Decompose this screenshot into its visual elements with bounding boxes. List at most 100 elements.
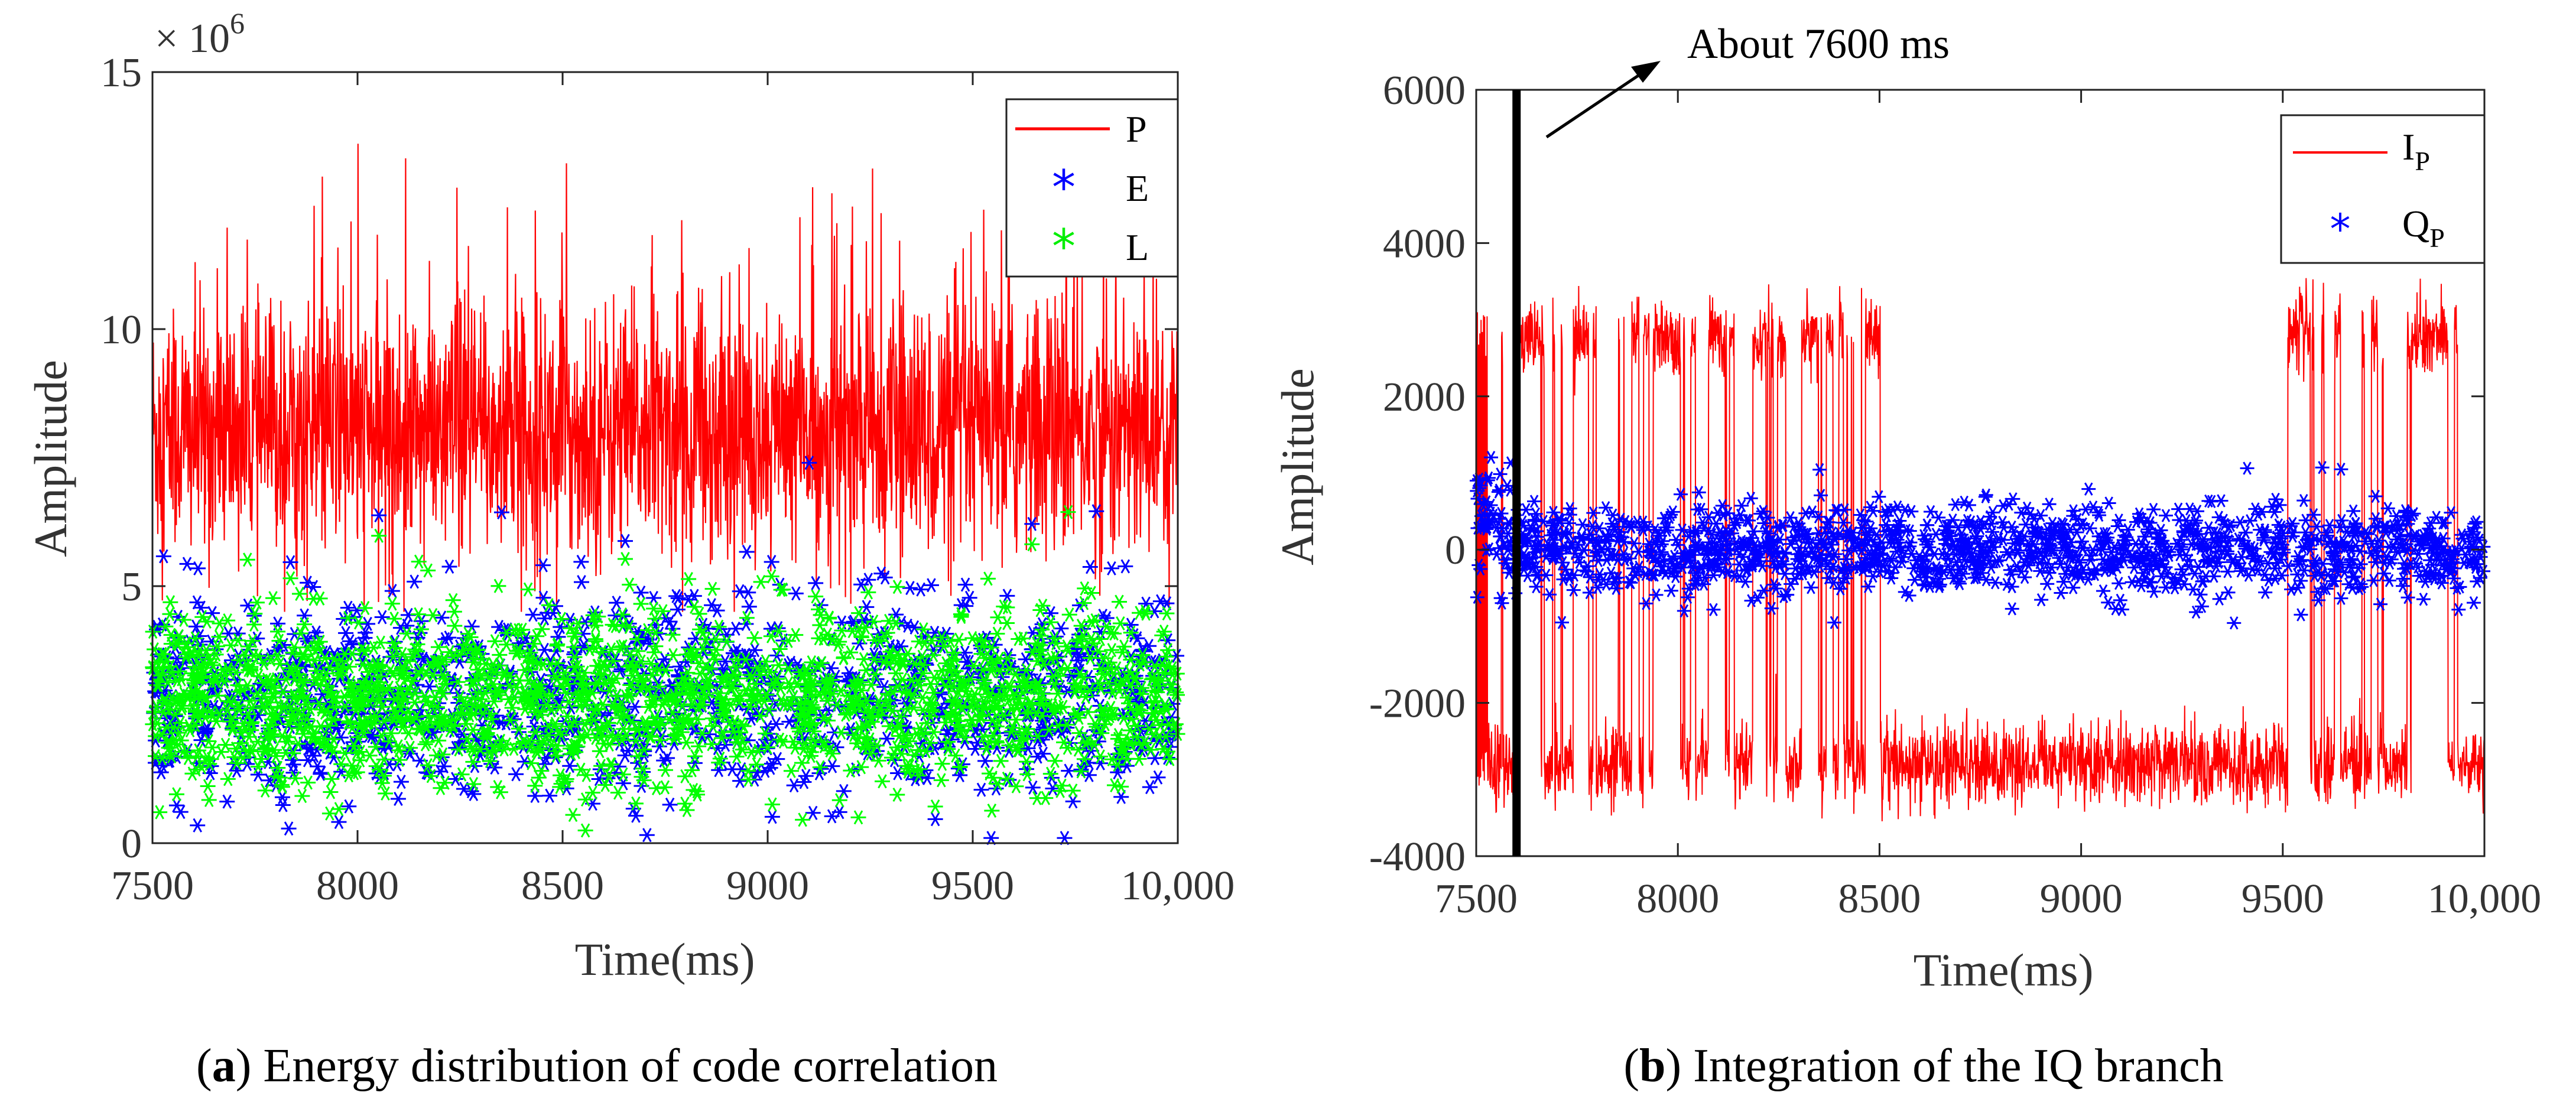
point-l: [984, 803, 1000, 818]
point-e: [374, 610, 390, 625]
point-e: [1053, 621, 1069, 636]
point-qp: [1812, 463, 1827, 477]
panel-b-y-tick-label: 4000: [1383, 221, 1466, 266]
point-qp: [2054, 586, 2068, 600]
point-e: [665, 622, 681, 636]
point-l: [808, 589, 824, 604]
point-l: [853, 760, 869, 775]
series-qp-points: [1469, 450, 2491, 630]
point-l: [490, 578, 506, 593]
panel-a-legend-e-label: E: [1126, 167, 1149, 209]
point-l: [420, 563, 436, 578]
point-qp: [1563, 502, 1577, 515]
point-qp: [2368, 489, 2383, 503]
point-qp: [2467, 596, 2481, 610]
panel-b-x-tick-label: 9000: [2040, 876, 2123, 922]
point-e: [341, 799, 357, 814]
panel-a-x-tick-label: 9000: [726, 863, 809, 909]
point-qp: [2040, 577, 2055, 591]
point-qp: [2220, 565, 2235, 578]
point-l: [520, 582, 536, 597]
point-qp: [2182, 502, 2197, 516]
point-qp: [1923, 505, 1938, 519]
point-e: [628, 808, 644, 823]
point-e: [639, 828, 655, 843]
point-qp: [1988, 576, 2003, 590]
point-l: [851, 606, 867, 620]
point-qp: [1691, 486, 1706, 499]
point-l: [889, 580, 905, 594]
panel-a-y-multiplier: × 106: [155, 6, 245, 61]
point-qp: [2243, 514, 2257, 528]
panel-b-x-axis-label: Time(ms): [1914, 944, 2094, 996]
point-l: [1111, 594, 1127, 609]
point-l: [201, 792, 217, 807]
point-l: [152, 805, 168, 820]
panel-a-legend-e-marker: *: [1052, 160, 1076, 215]
panel-b-x-tick-label: 9500: [2242, 876, 2324, 922]
point-qp: [1664, 584, 1678, 597]
point-qp: [1861, 580, 1876, 593]
point-e: [805, 805, 821, 820]
panel-a-y-tick-label: 10: [100, 307, 142, 353]
point-qp: [1582, 586, 1597, 600]
point-l: [850, 810, 866, 825]
point-e: [219, 794, 235, 809]
point-qp: [2005, 602, 2019, 616]
point-l: [294, 789, 310, 804]
point-e: [709, 603, 725, 618]
point-l: [1112, 616, 1128, 631]
point-qp: [1948, 498, 1963, 512]
panel-a-legend-box: [1005, 98, 1179, 278]
point-l: [534, 763, 550, 778]
point-e: [609, 596, 625, 610]
point-e: [662, 797, 678, 812]
point-e: [525, 607, 541, 622]
point-qp: [2382, 574, 2397, 587]
point-qp: [2066, 581, 2081, 594]
point-e: [687, 756, 703, 770]
point-e: [764, 809, 780, 824]
point-e: [274, 790, 290, 805]
point-l: [323, 785, 339, 799]
point-l: [843, 763, 859, 778]
panel-a-legend-l-label: L: [1126, 226, 1149, 268]
point-qp: [2158, 509, 2173, 522]
point-l: [239, 552, 255, 567]
point-e: [393, 775, 409, 789]
point-qp: [2221, 586, 2236, 599]
point-l: [678, 735, 694, 750]
point-e: [275, 798, 291, 812]
point-l: [927, 799, 943, 814]
point-qp: [2396, 579, 2411, 593]
panel-b-x-tick-label: 8000: [1636, 876, 1719, 922]
panel-b-y-axis-label: Amplitude: [1272, 368, 1323, 565]
point-qp: [2081, 482, 2096, 496]
point-e: [927, 812, 943, 827]
point-qp: [2240, 461, 2255, 475]
point-qp: [1827, 616, 1841, 629]
panel-a-legend-p-label: P: [1126, 108, 1147, 150]
point-l: [411, 607, 427, 622]
panel-b-plot-area: [1469, 278, 2491, 822]
point-e: [1024, 516, 1040, 531]
point-l: [617, 552, 633, 567]
panel-a-plot-area: [145, 141, 1185, 846]
point-l: [425, 608, 441, 623]
point-l: [1011, 632, 1026, 646]
point-l: [357, 601, 373, 616]
panel-a-y-axis-label: Amplitude: [25, 360, 76, 557]
panel-b-legend-box: [2280, 114, 2486, 264]
point-qp: [2294, 608, 2308, 622]
point-qp: [1743, 492, 1758, 505]
point-l: [1093, 749, 1109, 764]
point-l: [980, 571, 996, 586]
point-l: [446, 604, 462, 619]
point-e: [250, 767, 266, 782]
point-qp: [1804, 581, 1818, 594]
point-e: [798, 769, 814, 783]
point-qp: [2212, 592, 2227, 606]
point-qp: [2101, 596, 2116, 609]
point-l: [704, 581, 720, 596]
point-l: [764, 797, 780, 812]
